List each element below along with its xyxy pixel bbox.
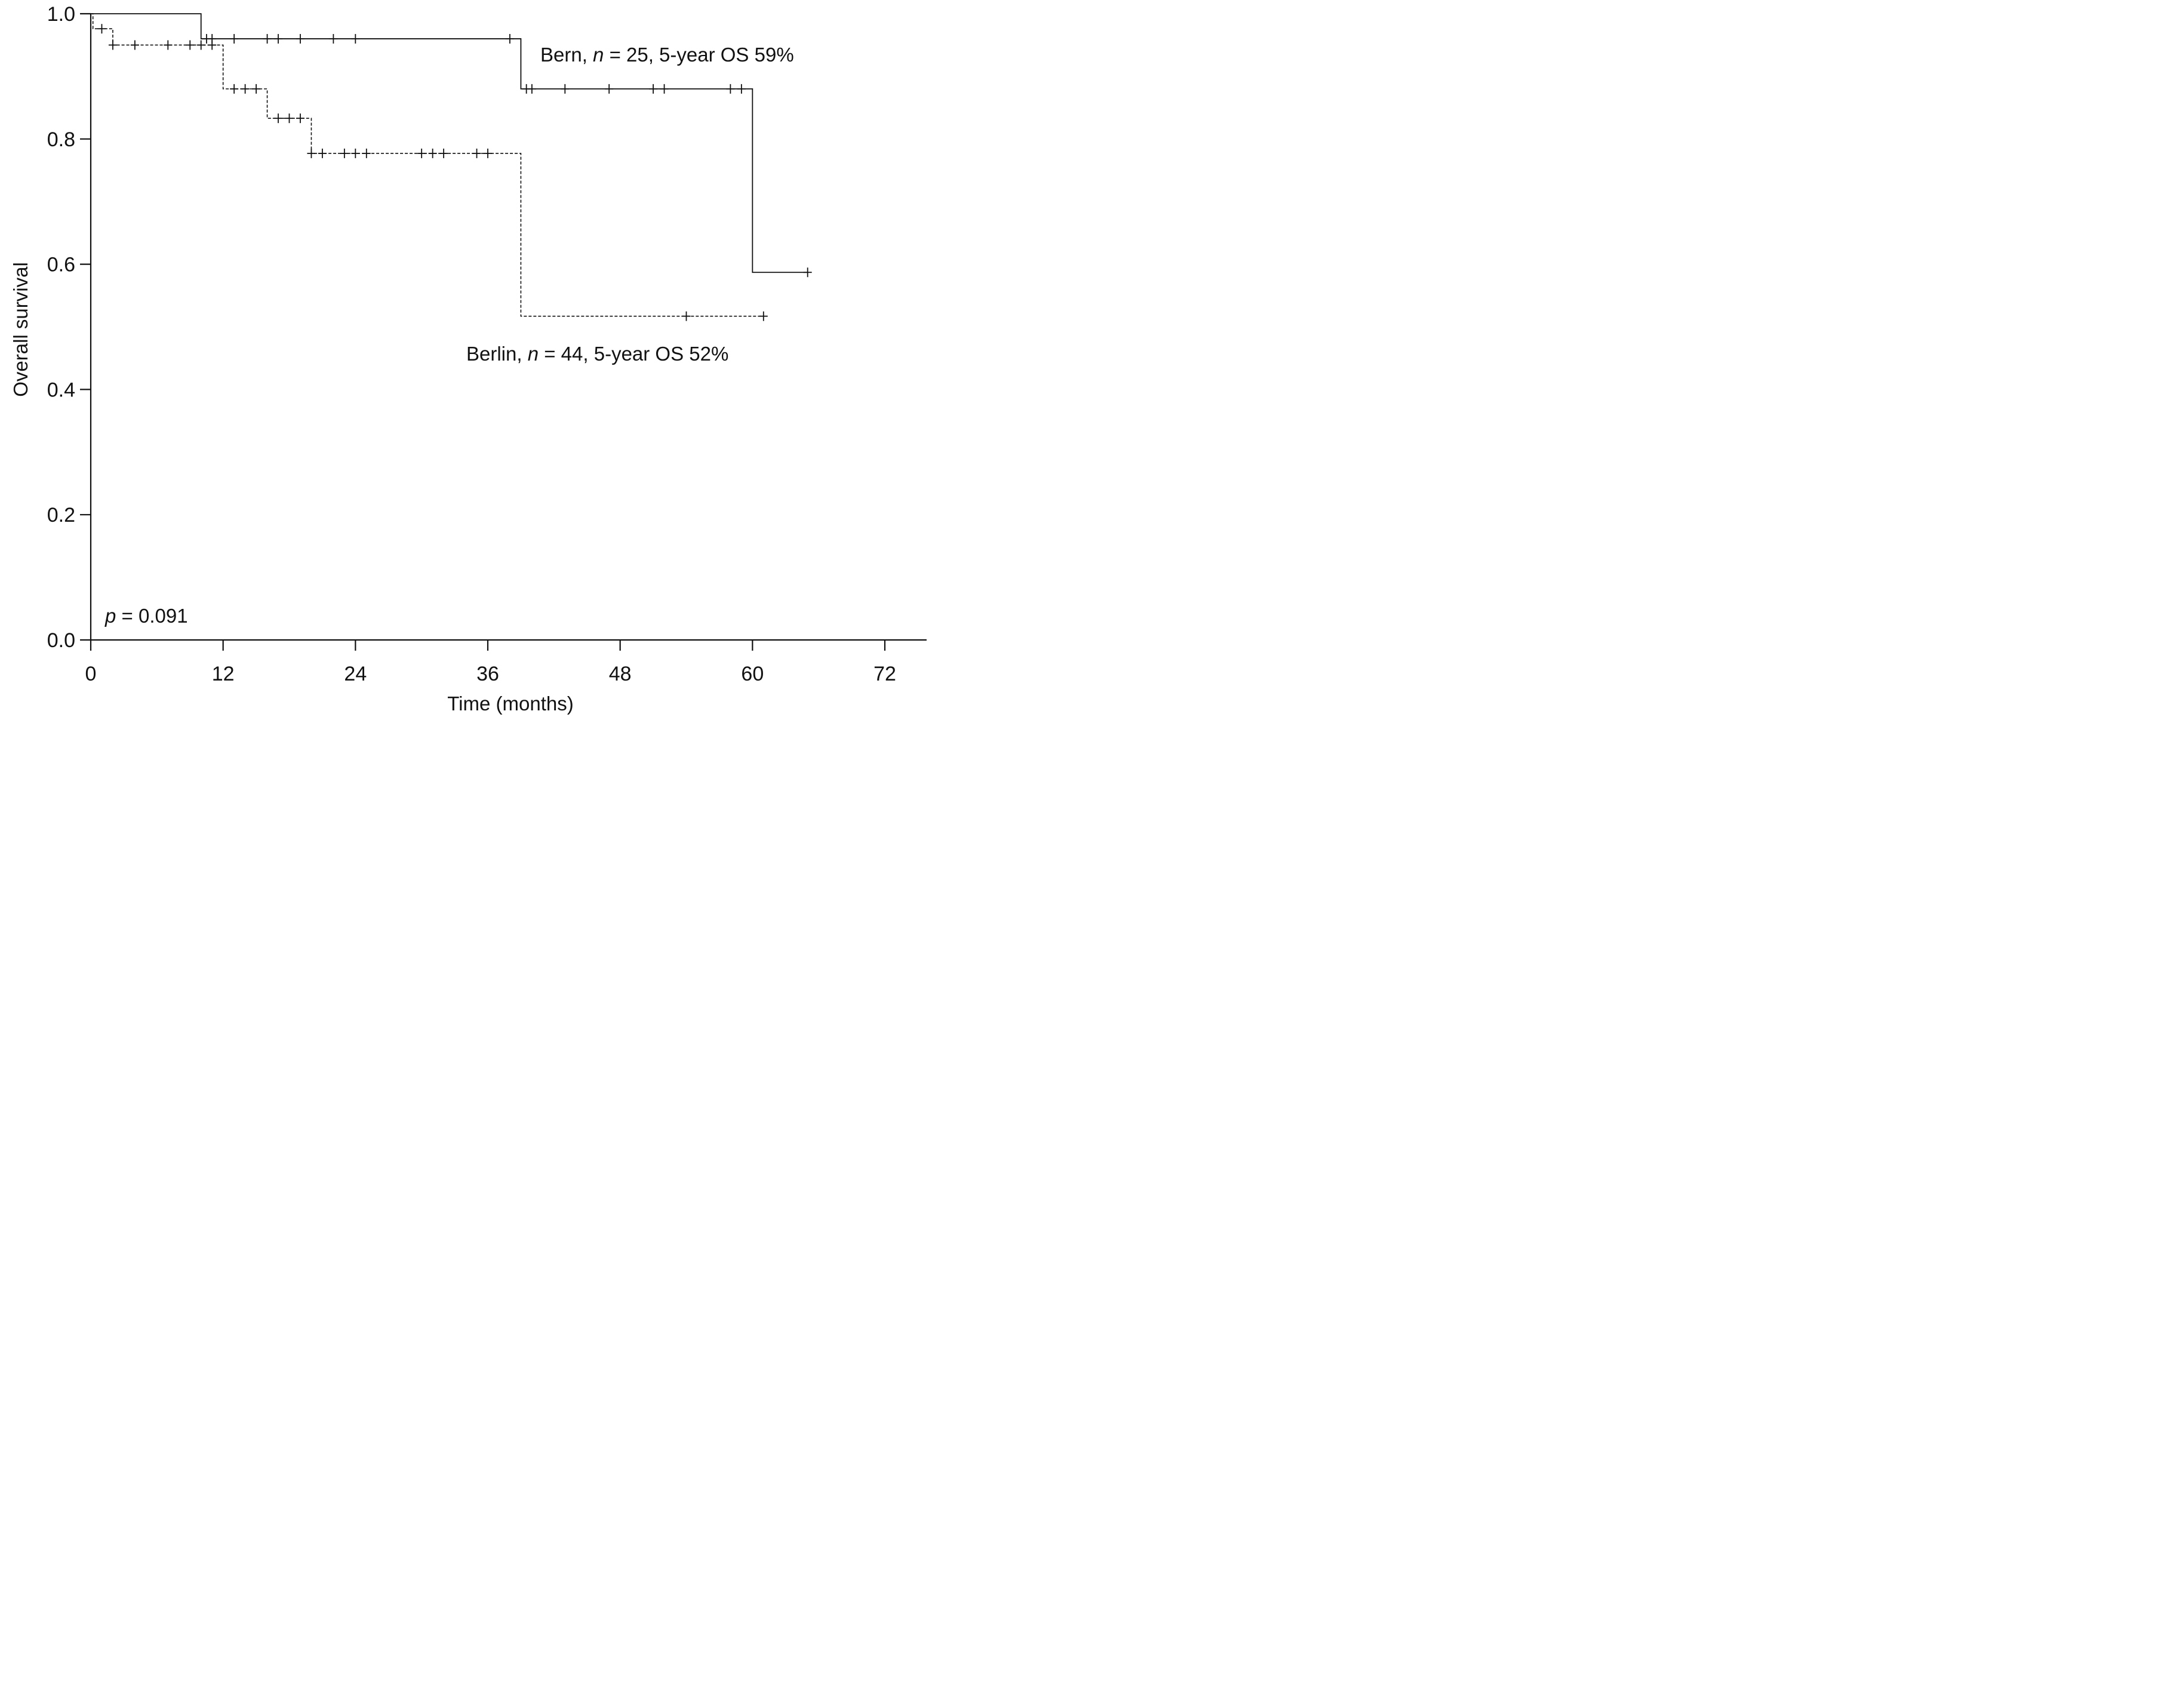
y-axis-title: Overall survival	[10, 262, 32, 397]
y-tick-label-0.4: 0.4	[47, 378, 75, 401]
bern-series-label: Bern, n = 25, 5-year OS 59%	[540, 44, 794, 66]
y-tick-label-1.0: 1.0	[47, 3, 75, 26]
berlin-series	[91, 13, 768, 321]
bern-survival-curve	[91, 13, 808, 273]
x-tick-label-12: 12	[212, 663, 235, 685]
kaplan-meier-chart: 0 12 24 36 48 60 72 0.0 0.2 0.4 0.6 0.8 1.0 Bern, n …	[10, 3, 927, 715]
berlin-label-name: Berlin,	[466, 343, 528, 365]
berlin-label-n-symbol: n	[528, 343, 539, 365]
berlin-label-rest: = 44, 5-year OS 52%	[539, 343, 728, 365]
bern-label-n-symbol: n	[593, 44, 604, 66]
x-axis-title: Time (months)	[447, 692, 573, 715]
x-tick-label-60: 60	[741, 663, 764, 685]
y-tick-label-0.8: 0.8	[47, 128, 75, 151]
x-tick-label-72: 72	[873, 663, 896, 685]
bern-series	[91, 13, 812, 278]
survival-curves	[91, 13, 812, 321]
x-tick-label-24: 24	[344, 663, 367, 685]
annotations: Bern, n = 25, 5-year OS 59% Berlin, n = …	[10, 44, 794, 715]
x-tick-label-36: 36	[476, 663, 499, 685]
axes: 0 12 24 36 48 60 72 0.0 0.2 0.4 0.6 0.8 1.0	[47, 3, 927, 685]
y-tick-label-0.0: 0.0	[47, 629, 75, 652]
x-tick-label-48: 48	[609, 663, 632, 685]
bern-label-rest: = 25, 5-year OS 59%	[604, 44, 793, 66]
y-tick-label-0.2: 0.2	[47, 504, 75, 527]
y-tick-label-0.6: 0.6	[47, 254, 75, 276]
p-value-rest: = 0.091	[116, 605, 187, 627]
x-tick-label-0: 0	[85, 663, 97, 685]
berlin-series-label: Berlin, n = 44, 5-year OS 52%	[466, 343, 728, 365]
p-value-annotation: p = 0.091	[104, 605, 188, 627]
bern-label-name: Bern,	[540, 44, 593, 66]
p-value-symbol: p	[104, 605, 116, 627]
